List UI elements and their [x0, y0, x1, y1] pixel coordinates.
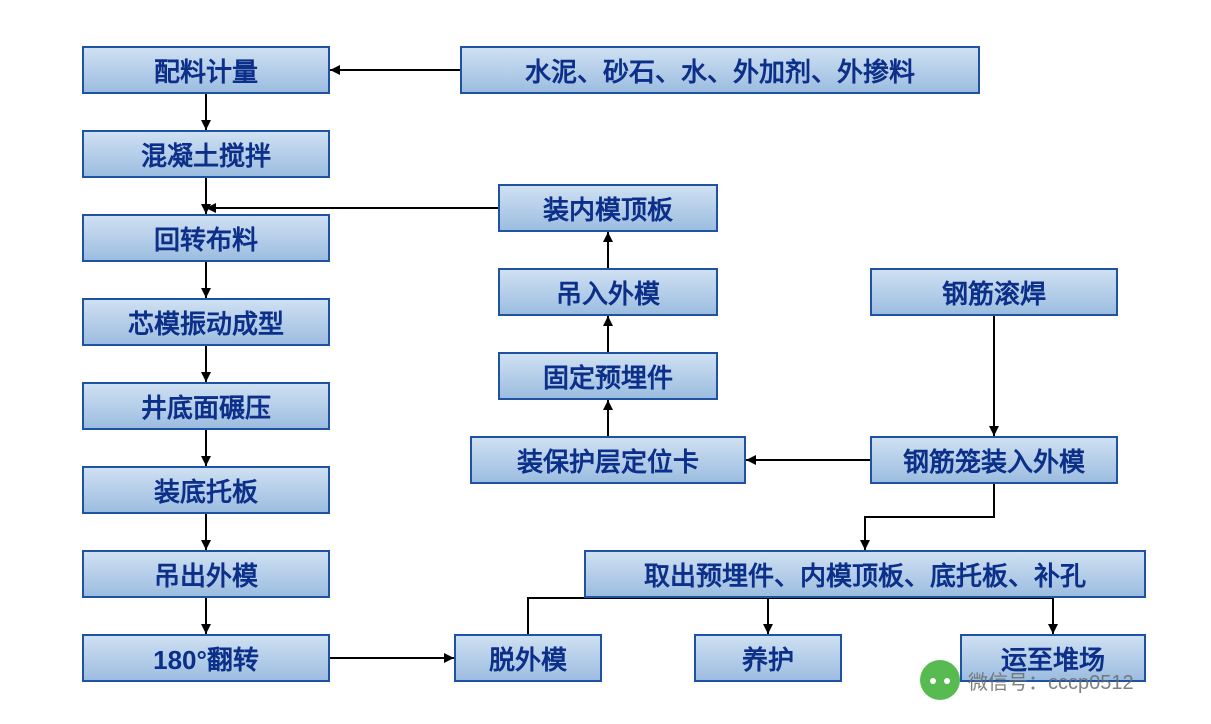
flow-node-n_batching: 配料计量: [82, 46, 330, 94]
flow-node-n_demold: 脱外模: [454, 634, 602, 682]
flow-node-n_ingredients: 水泥、砂石、水、外加剂、外掺料: [460, 46, 980, 94]
watermark: 微信号：cccp0512: [920, 660, 1134, 700]
flow-node-n_takeout: 取出预埋件、内模顶板、底托板、补孔: [584, 550, 1146, 598]
flow-node-n_rollweld: 钢筋滚焊: [870, 268, 1118, 316]
flow-node-n_mixing: 混凝土搅拌: [82, 130, 330, 178]
edge-e15: [865, 484, 994, 550]
flow-node-n_rotate: 回转布料: [82, 214, 330, 262]
flow-node-n_protect: 装保护层定位卡: [470, 436, 746, 484]
edge-e18: [768, 598, 1053, 634]
flow-node-n_coreform: 芯模振动成型: [82, 298, 330, 346]
flow-node-n_cageouter: 钢筋笼装入外模: [870, 436, 1118, 484]
flow-node-n_innertop: 装内模顶板: [498, 184, 718, 232]
flow-node-n_flip: 180°翻转: [82, 634, 330, 682]
flow-node-n_liftin: 吊入外模: [498, 268, 718, 316]
flow-node-n_fixembed: 固定预埋件: [498, 352, 718, 400]
flow-node-n_baseplate: 装底托板: [82, 466, 330, 514]
watermark-text: 微信号：cccp0512: [968, 666, 1134, 695]
flow-node-n_liftout: 吊出外模: [82, 550, 330, 598]
wechat-icon: [920, 660, 960, 700]
flow-node-n_bottom: 井底面碾压: [82, 382, 330, 430]
flow-node-n_cure: 养护: [694, 634, 842, 682]
edge-e17: [528, 598, 768, 634]
